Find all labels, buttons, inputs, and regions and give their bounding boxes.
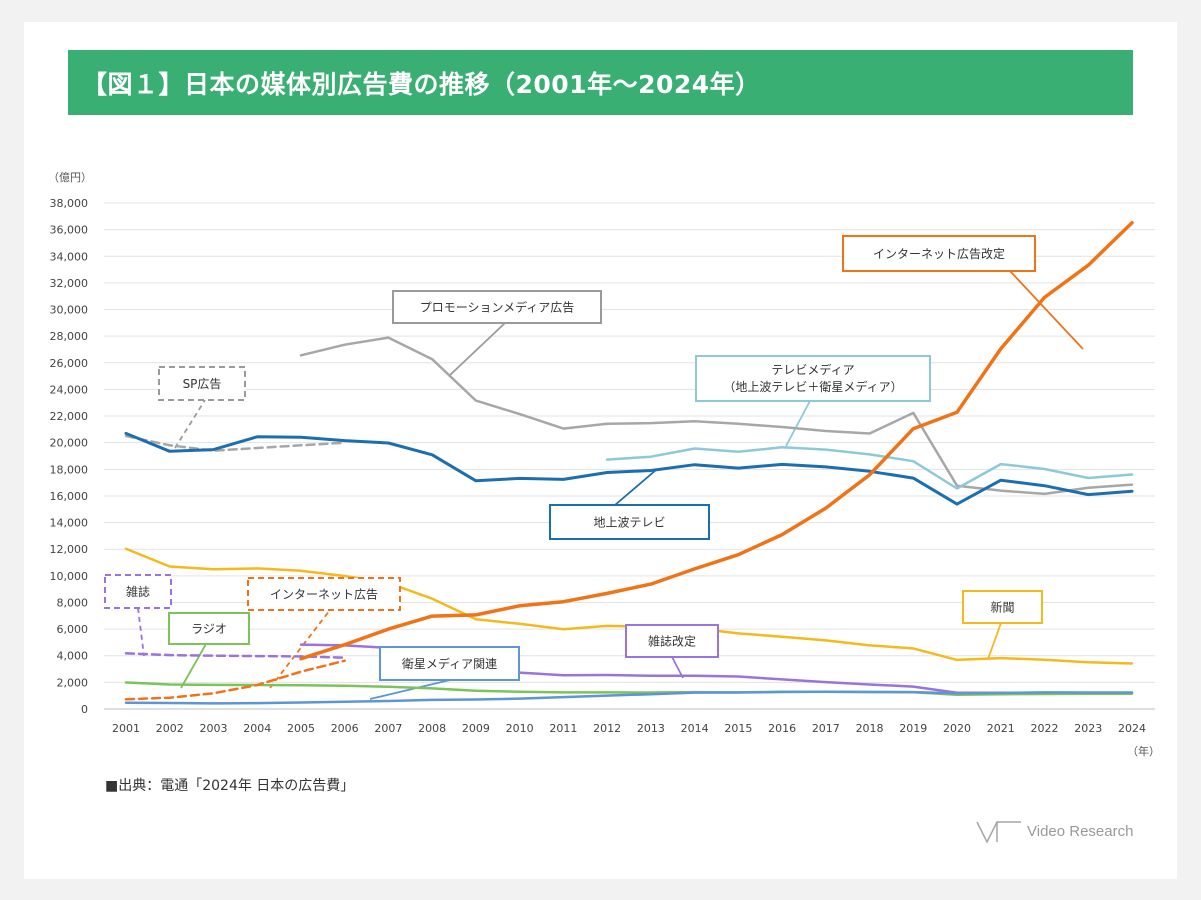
x-tick-label: 2021 [987, 722, 1015, 735]
axes: 0 2,000 4,000 6,000 8,000 10,000 12,000 14,000 1… [48, 171, 1160, 758]
x-tick-label: 2024 [1118, 722, 1146, 735]
x-tick-label: 2013 [637, 722, 665, 735]
y-axis-unit: （億円） [48, 171, 92, 184]
callout-box [695, 355, 931, 402]
x-tick-label: 2023 [1074, 722, 1102, 735]
y-tick-label: 4,000 [57, 650, 89, 663]
callout-box [549, 504, 710, 540]
series-line [605, 446, 1134, 490]
series-line [299, 336, 1134, 496]
y-tick-label: 24,000 [50, 383, 89, 396]
y-tick-label: 8,000 [57, 596, 89, 609]
x-tick-label: 2018 [856, 722, 884, 735]
x-tick-label: 2017 [812, 722, 840, 735]
callout-label: ラジオ [191, 622, 227, 636]
x-tick-label: 2007 [374, 722, 402, 735]
x-tick-label: 2015 [724, 722, 752, 735]
x-tick-label: 2011 [549, 722, 577, 735]
callout-label: テレビメディア [771, 362, 854, 377]
series-line [124, 434, 346, 452]
callout-label: インターネット広告 [270, 588, 378, 602]
callout-box [392, 290, 602, 324]
y-tick-label: 12,000 [50, 543, 89, 556]
callout-label: 衛星メディア関連 [402, 656, 497, 671]
callout-label: 雑誌 [126, 584, 150, 599]
callout-connector [785, 400, 811, 447]
series-line [124, 681, 1134, 697]
x-tick-label: 2010 [506, 722, 534, 735]
x-tick-label: 2020 [943, 722, 971, 735]
callout-box [842, 235, 1036, 272]
x-tick-label: 2008 [418, 722, 446, 735]
callout-connector [987, 622, 1002, 660]
y-tick-label: 18,000 [50, 463, 89, 476]
series-line [299, 220, 1134, 661]
callout-connector [137, 607, 145, 657]
y-tick-label: 26,000 [50, 357, 89, 370]
callout-box [379, 646, 520, 681]
callout-connector [174, 399, 206, 449]
brand-mark-icon [976, 821, 1021, 844]
y-tick-label: 32,000 [50, 277, 89, 290]
x-tick-label: 2003 [199, 722, 227, 735]
callout-connector [369, 679, 451, 700]
x-tick-label: 2005 [287, 722, 315, 735]
y-tick-label: 6,000 [57, 623, 89, 636]
y-tick-label: 16,000 [50, 490, 89, 503]
callout-label: 地上波テレビ [593, 516, 665, 530]
y-tick-label: 30,000 [50, 304, 89, 317]
y-tick-label: 2,000 [57, 676, 89, 689]
brand-logo: Video Research [975, 818, 1133, 844]
source-note: ■出典：電通「2024年 日本の広告費」 [105, 778, 355, 794]
callout-box [625, 624, 719, 658]
callout-box [104, 574, 172, 609]
x-axis-unit: （年） [1127, 744, 1160, 758]
y-tick-label: 10,000 [50, 570, 89, 583]
y-tick-label: 36,000 [50, 224, 89, 237]
y-tick-label: 28,000 [50, 330, 89, 343]
callout-label: 新聞 [990, 600, 1014, 615]
x-tick-label: 2016 [768, 722, 796, 735]
y-tick-label: 0 [81, 703, 88, 716]
callout-label: （地上波テレビ＋衛星メディア） [723, 379, 902, 394]
y-tick-label: 14,000 [50, 517, 89, 530]
series-lines [124, 220, 1134, 705]
x-tick-label: 2001 [112, 722, 140, 735]
series-line [124, 659, 346, 701]
y-tick-label: 20,000 [50, 437, 89, 450]
brand-name: Video Research [1027, 822, 1134, 840]
callout-label: インターネット広告改定 [873, 246, 1005, 261]
callout-box [962, 590, 1043, 624]
x-tick-label: 2022 [1031, 722, 1059, 735]
x-tick-label: 2006 [331, 722, 359, 735]
y-tick-label: 34,000 [50, 250, 89, 263]
callout-connector [614, 469, 657, 506]
callout-connector [269, 609, 331, 689]
callout-box [158, 366, 246, 401]
x-tick-label: 2014 [681, 722, 709, 735]
callout-connector [448, 322, 506, 377]
series-line [124, 690, 1134, 705]
callout-box [247, 577, 401, 611]
callout-label: SP広告 [183, 377, 222, 391]
x-tick-label: 2002 [156, 722, 184, 735]
y-tick-label: 38,000 [50, 197, 89, 210]
x-tick-label: 2004 [243, 722, 271, 735]
callout-label: プロモーションメディア広告 [420, 300, 575, 315]
series-line [124, 431, 1134, 506]
callout-connector [1009, 270, 1084, 350]
title-bar: 【図１】日本の媒体別広告費の推移（2001年～2024年） [68, 50, 1133, 115]
callout-connector [180, 643, 207, 689]
callout-label: 雑誌改定 [648, 634, 696, 649]
y-tick-label: 22,000 [50, 410, 89, 423]
x-tick-label: 2019 [899, 722, 927, 735]
page-title: 【図１】日本の媒体別広告費の推移（2001年～2024年） [82, 69, 761, 99]
callout-connectors [137, 270, 1084, 700]
callout-box [168, 612, 250, 645]
callouts: プロモーションメディア広告 SP広告 テレビメディア （地上波テレビ＋衛星メディア） 地… [104, 235, 1043, 681]
x-tick-label: 2012 [593, 722, 621, 735]
x-tick-label: 2009 [462, 722, 490, 735]
